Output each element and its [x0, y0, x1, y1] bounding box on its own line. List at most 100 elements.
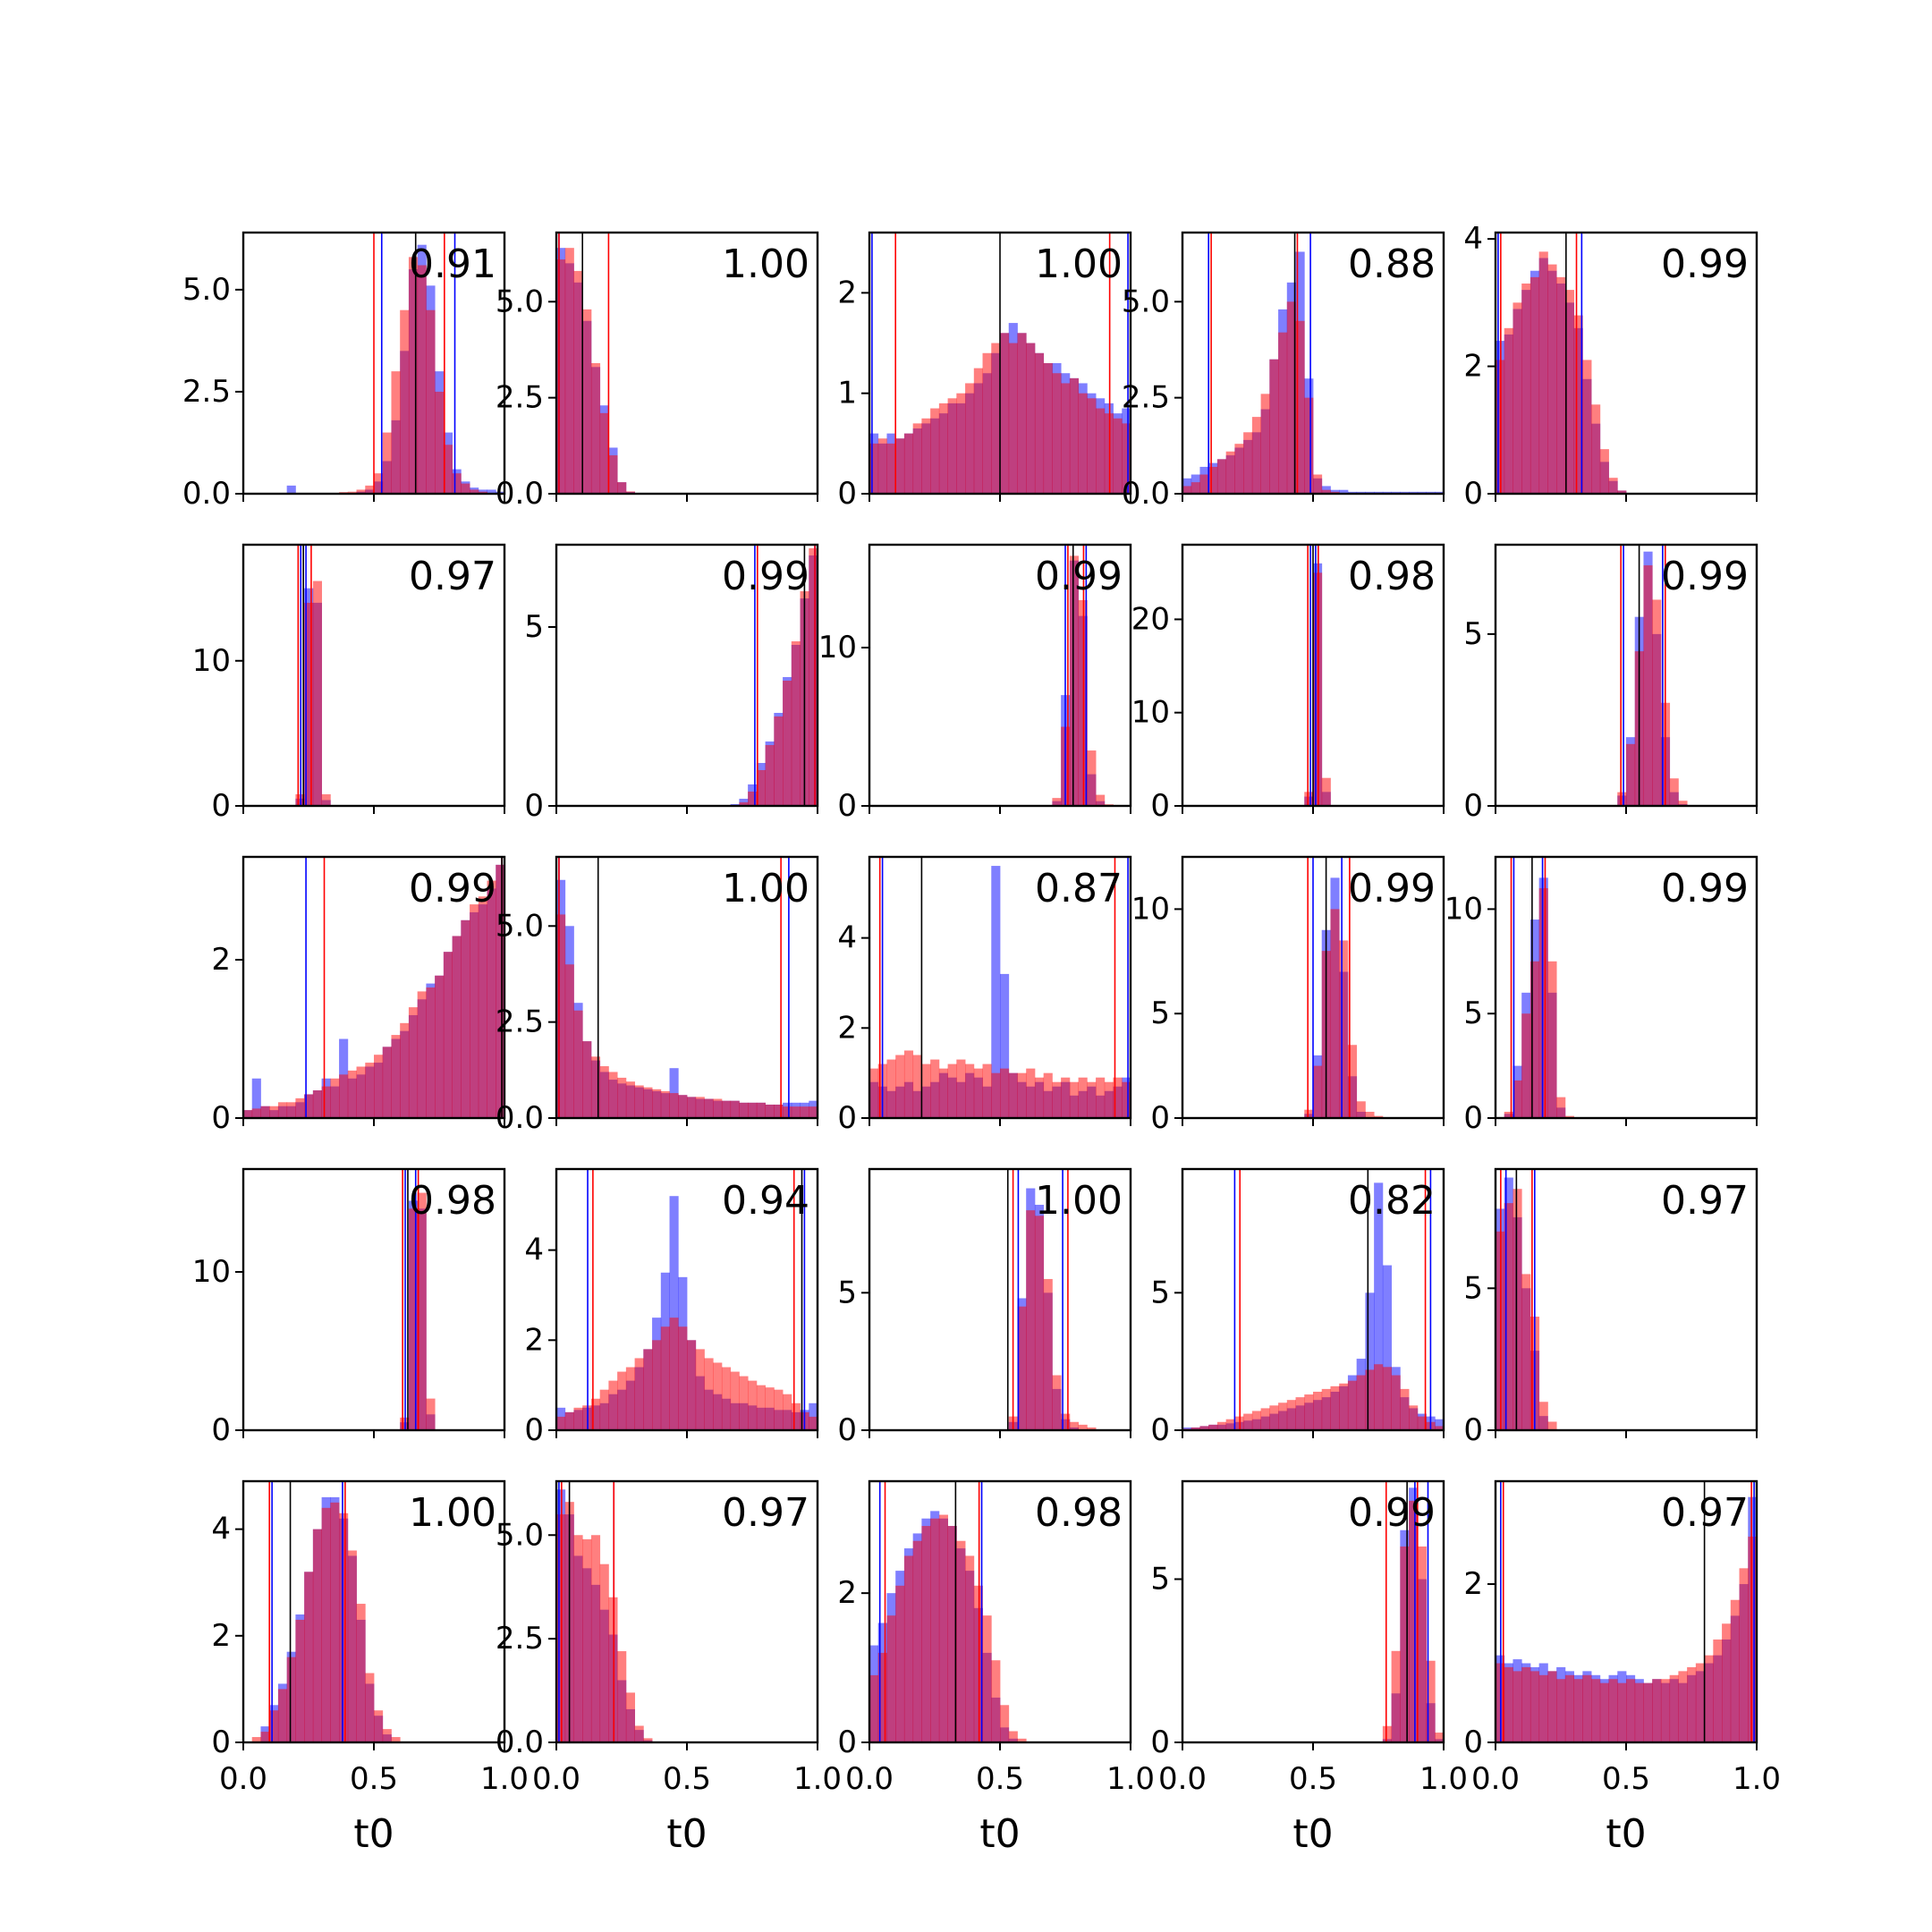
red-bar	[599, 1563, 609, 1742]
red-bar	[582, 309, 592, 494]
red-bar	[1582, 1674, 1592, 1742]
red-bar	[1739, 1568, 1749, 1742]
red-bar	[791, 641, 801, 806]
y-tick-label: 5	[1150, 1275, 1170, 1310]
y-tick-label: 4	[211, 1512, 231, 1547]
red-bar	[426, 309, 436, 494]
red-bar	[1504, 1203, 1513, 1430]
panel-plot-area	[1052, 545, 1114, 806]
red-bar	[783, 1106, 792, 1118]
red-bar	[1113, 1077, 1123, 1118]
red-bar	[1556, 1679, 1566, 1742]
x-tick-label: 0.0	[1158, 1761, 1207, 1797]
red-bar	[965, 1063, 975, 1118]
panel-plot-area	[1182, 1169, 1444, 1430]
red-bar	[1608, 1679, 1618, 1742]
red-bar	[304, 602, 314, 806]
red-bar	[478, 896, 487, 1118]
red-bar	[1304, 1394, 1314, 1430]
blue-bar	[487, 489, 496, 494]
y-tick-label: 2.5	[496, 1621, 544, 1657]
red-bar	[365, 1063, 375, 1118]
red-bar	[365, 485, 375, 494]
red-bar	[704, 1358, 714, 1430]
red-bar	[1225, 1419, 1235, 1430]
red-bar	[617, 482, 627, 494]
red-bar	[660, 1326, 670, 1430]
red-bar	[739, 1376, 749, 1430]
panel-23: 0.98 0 2 0.0 0.5 1.0 t0	[837, 1479, 1155, 1857]
x-tick-label: 1.0	[793, 1761, 842, 1797]
y-tick-label: 5	[1463, 1270, 1483, 1306]
score-label: 0.98	[1035, 1490, 1123, 1536]
panel-6: 0.97 0 10	[192, 543, 506, 824]
blue-bar	[991, 866, 1001, 1118]
y-tick-label: 0	[211, 1724, 231, 1760]
red-bar	[1269, 359, 1279, 494]
red-bar	[496, 864, 504, 1118]
panel-7: 0.99 0 5	[524, 543, 819, 824]
red-bar	[765, 1387, 775, 1430]
red-bar	[1374, 1364, 1384, 1430]
red-bar	[1426, 1660, 1436, 1742]
x-tick-label: 0.0	[1471, 1761, 1520, 1797]
red-bar	[1695, 1663, 1705, 1742]
red-bar	[660, 1090, 670, 1118]
red-bar	[1521, 1274, 1531, 1430]
red-bar	[1304, 1109, 1314, 1118]
y-tick-label: 0	[837, 1100, 857, 1136]
red-bar	[1026, 1210, 1036, 1430]
score-label: 0.98	[1348, 554, 1436, 599]
red-bar	[417, 991, 427, 1118]
red-bar	[1043, 1278, 1053, 1430]
y-tick-label: 2	[837, 1010, 857, 1046]
red-bar	[408, 257, 419, 494]
red-bar	[1591, 1679, 1601, 1742]
red-bar	[973, 368, 983, 494]
red-bar	[417, 265, 427, 494]
red-bar	[1087, 1427, 1097, 1430]
red-bar	[582, 1538, 592, 1742]
blue-bar	[1321, 486, 1331, 494]
y-tick-label: 4	[837, 920, 857, 956]
y-tick-label: 0.0	[496, 1724, 544, 1760]
y-tick-label: 0	[837, 1724, 857, 1760]
y-tick-label: 10	[192, 643, 231, 679]
red-bar	[895, 1055, 905, 1118]
red-bar	[1069, 1081, 1079, 1118]
red-bar	[687, 1340, 697, 1430]
red-bar	[1713, 1639, 1723, 1742]
red-bar	[713, 1362, 723, 1430]
red-bar	[1330, 909, 1340, 1118]
red-bar	[1286, 1400, 1296, 1430]
panel-3: 1.00 0 1 2	[837, 231, 1132, 512]
y-tick-label: 2.5	[182, 374, 231, 410]
red-bar	[1069, 1421, 1079, 1430]
y-tick-label: 4	[1463, 221, 1483, 257]
red-bar	[1330, 1385, 1340, 1430]
red-bar	[1052, 798, 1062, 806]
panel-plot-area	[286, 233, 504, 494]
red-bar	[1678, 801, 1688, 806]
red-bar	[1617, 792, 1627, 806]
red-bar	[1660, 1679, 1671, 1742]
red-bar	[1243, 432, 1253, 494]
red-bar	[1313, 1391, 1323, 1430]
score-label: 0.99	[722, 554, 809, 599]
x-tick-label: 0.0	[219, 1761, 267, 1797]
red-bar	[1026, 343, 1036, 494]
red-bar	[1234, 444, 1244, 494]
score-label: 0.99	[1661, 242, 1749, 287]
panel-2: 1.00 0.0 2.5 5.0	[496, 231, 819, 512]
red-bar	[590, 1535, 601, 1742]
red-bar	[982, 352, 992, 494]
y-tick-label: 0	[211, 1412, 231, 1448]
y-tick-label: 5	[1150, 996, 1170, 1031]
red-bar	[730, 1100, 740, 1118]
panel-10: 0.99 0 5	[1463, 543, 1758, 824]
red-bar	[321, 794, 331, 806]
score-label: 0.82	[1348, 1178, 1436, 1224]
red-bar	[356, 1066, 366, 1118]
red-bar	[1043, 1072, 1053, 1118]
panel-14: 0.99 0 5 10	[1131, 855, 1445, 1136]
